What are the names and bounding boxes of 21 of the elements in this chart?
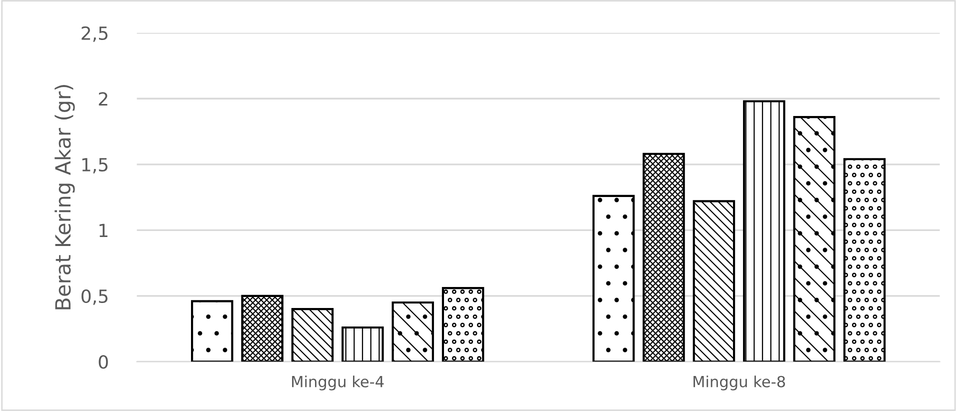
bar [592, 194, 635, 362]
x-tick-label: Minggu ke-8 [694, 376, 785, 390]
bar [642, 152, 685, 362]
bar [291, 308, 334, 362]
y-tick-label: 1 [100, 224, 108, 238]
bar [743, 100, 786, 362]
bar [692, 200, 736, 362]
y-tick-label: 0,5 [82, 289, 108, 305]
bar [392, 301, 434, 362]
y-tick-label: 2 [98, 92, 108, 106]
bar [793, 116, 836, 362]
bar [843, 158, 886, 362]
y-tick-label: 2,5 [82, 26, 108, 42]
bar [442, 286, 484, 362]
bar [191, 300, 234, 362]
x-tick-label: Minggu ke-4 [292, 376, 384, 390]
y-tick-label: 0 [98, 355, 108, 369]
y-axis-title: Berat Kering Akar (gr) [54, 85, 75, 310]
y-tick-label: 1,5 [82, 158, 108, 174]
bar [342, 326, 384, 362]
bar [241, 294, 284, 362]
